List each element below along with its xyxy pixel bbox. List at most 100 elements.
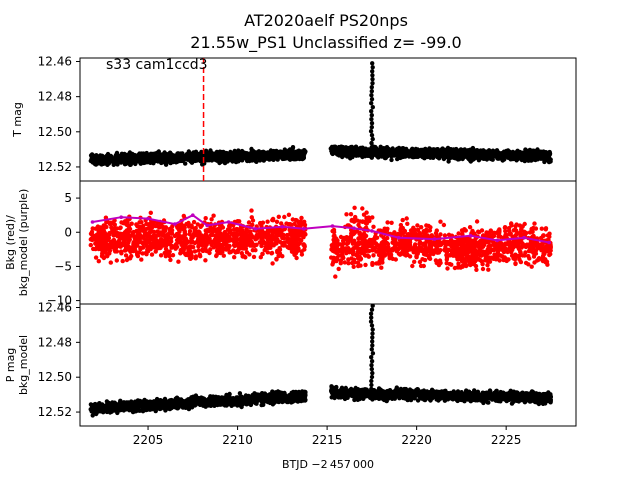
bkg-point <box>431 251 436 257</box>
bkg-point <box>338 261 343 266</box>
tmag-point <box>125 156 130 161</box>
bkg-point <box>205 235 210 240</box>
bkg-point <box>169 226 174 232</box>
bkg-point <box>476 244 481 249</box>
bkg-point <box>493 256 498 261</box>
bkg-point <box>361 245 367 251</box>
bkg-point <box>374 235 380 240</box>
bkg-point <box>518 259 524 265</box>
bkg-point <box>127 247 132 253</box>
bkg-point <box>200 247 205 252</box>
tmag-point <box>441 156 447 162</box>
bkg-point <box>139 240 144 245</box>
tmag-point <box>355 151 361 157</box>
y-axis-label-bkg: bkg_model (purple) <box>17 189 30 296</box>
tmag-point <box>217 150 222 155</box>
bkg-point <box>246 238 251 243</box>
bkg-point <box>146 230 152 236</box>
tmag-point <box>120 158 126 163</box>
tmag-flare-point <box>369 109 374 114</box>
bkg-point <box>405 252 410 257</box>
y-tick-label: 12.52 <box>38 160 72 174</box>
tmag-flare-point <box>369 89 374 94</box>
bkg-point <box>208 240 213 245</box>
tmag-point <box>244 151 250 157</box>
tmag-point <box>426 151 431 156</box>
tmag-point <box>343 145 349 150</box>
tmag-flare-point <box>369 125 374 130</box>
tmag-point <box>191 153 197 159</box>
bkg-model-point <box>205 223 209 228</box>
bkg-point <box>193 256 198 261</box>
bkg-point <box>204 242 209 247</box>
bkg-point <box>450 251 456 257</box>
bkg-point <box>509 253 515 258</box>
bkg-point <box>117 226 123 231</box>
y-axis-label-tmag: T mag <box>11 102 24 138</box>
bkg-point <box>336 266 341 272</box>
bkg-point <box>196 243 201 248</box>
bkg-point <box>166 251 171 256</box>
bkg-point <box>140 245 146 250</box>
bkg-point <box>523 250 528 255</box>
bkg-point <box>517 253 522 259</box>
bkg-point <box>276 214 281 219</box>
bkg-point <box>117 234 123 239</box>
bkg-point <box>232 255 237 260</box>
bkg-point <box>216 234 222 239</box>
bkg-point <box>302 244 307 249</box>
tmag-point <box>254 159 259 164</box>
bkg-point <box>503 232 508 237</box>
tmag-point <box>229 151 234 156</box>
bkg-point <box>187 256 193 261</box>
bkg-point <box>291 237 296 242</box>
bkg-point <box>404 248 410 254</box>
bkg-point <box>411 250 416 255</box>
bkg-point <box>357 246 362 252</box>
bkg-point <box>289 229 295 234</box>
bkg-point <box>501 249 507 255</box>
tmag-flare-point <box>369 101 374 106</box>
tmag-point <box>236 153 241 158</box>
bkg-point <box>270 230 275 235</box>
bkg-point <box>150 229 155 234</box>
bkg-point <box>516 243 521 248</box>
bkg-point <box>243 242 248 247</box>
bkg-point <box>100 245 106 250</box>
bkg-point <box>359 250 364 256</box>
y-axis-label-bkg: Bkg (red)/ <box>4 215 17 270</box>
bkg-point <box>329 255 334 260</box>
bkg-point <box>227 229 232 235</box>
bkg-point <box>360 206 365 211</box>
bkg-point <box>264 235 270 240</box>
bkg-point <box>344 212 349 217</box>
tmag-point <box>505 155 511 160</box>
tmag-point <box>427 146 432 151</box>
tmag-point <box>162 150 167 155</box>
bkg-point <box>415 223 420 228</box>
tmag-point <box>293 152 298 158</box>
bkg-point <box>231 231 236 236</box>
tmag-point <box>394 148 399 153</box>
tmag-point <box>290 156 296 162</box>
bkg-point <box>96 259 102 264</box>
bkg-point <box>470 259 475 264</box>
tmag-point <box>235 150 241 155</box>
bkg-point <box>191 245 196 250</box>
bkg-point <box>400 217 405 223</box>
bkg-point <box>482 233 488 238</box>
bkg-point <box>463 248 468 253</box>
bkg-point <box>480 266 486 272</box>
bkg-point <box>274 238 280 244</box>
bkg-point <box>486 240 491 245</box>
tmag-point <box>138 159 143 165</box>
bkg-point <box>485 262 490 268</box>
bkg-point <box>235 219 240 224</box>
tmag-point <box>196 154 201 159</box>
bkg-point <box>434 228 439 233</box>
bkg-point <box>254 236 259 241</box>
bkg-point <box>491 242 496 247</box>
bkg-point <box>129 253 134 259</box>
bkg-point <box>157 233 162 238</box>
data-points-bkg <box>88 205 553 279</box>
